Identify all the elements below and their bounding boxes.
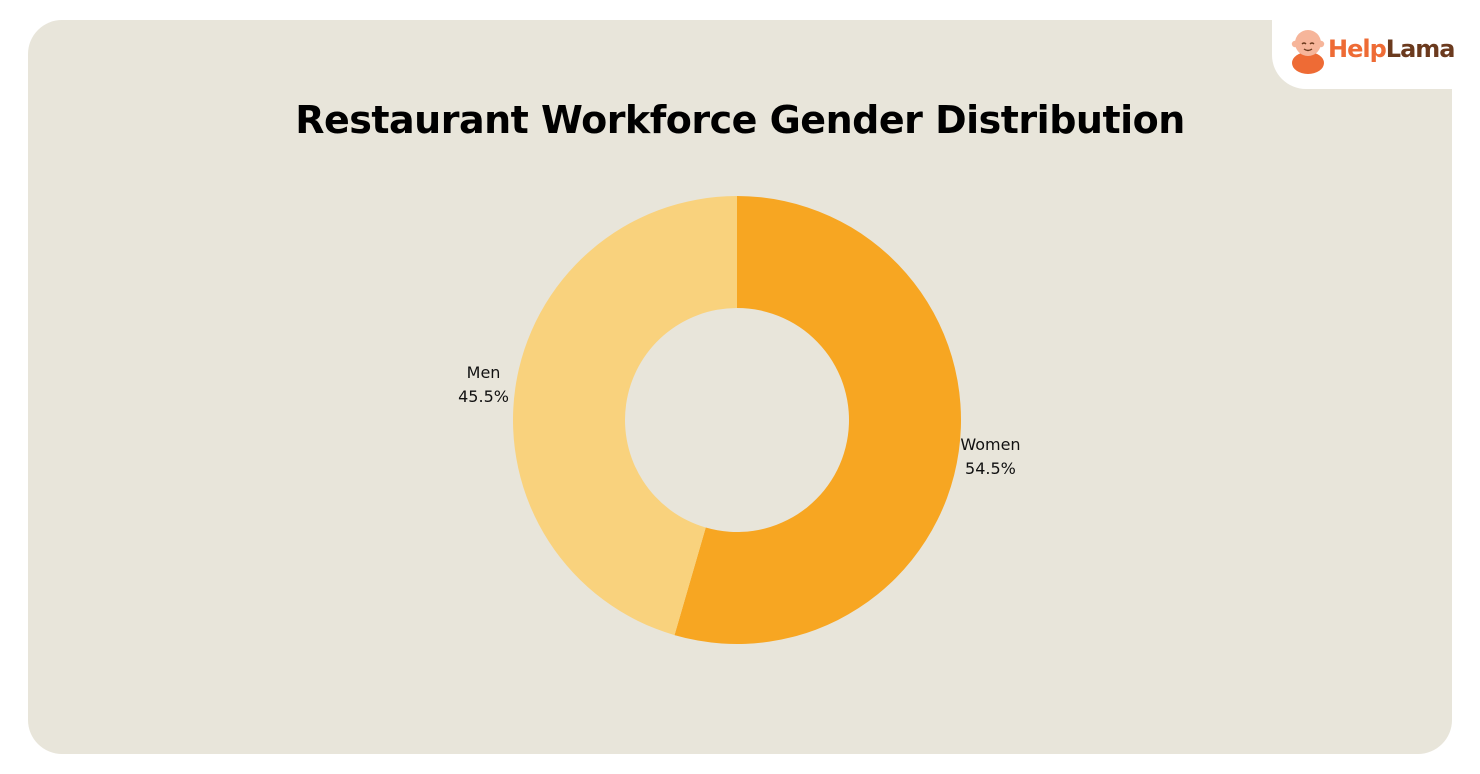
slice-label-women: Women 54.5%: [960, 435, 1020, 478]
monk-mascot-icon: [1291, 30, 1325, 74]
chart-title: Restaurant Workforce Gender Distribution: [295, 98, 1185, 142]
slice-label-men: Men 45.5%: [458, 363, 509, 406]
slice-men: [513, 196, 737, 636]
slice-name-women: Women: [960, 435, 1020, 454]
brand-name: HelpLama: [1328, 35, 1456, 63]
brand-logo[interactable]: HelpLama: [1290, 22, 1456, 76]
brand-name-part1: Help: [1328, 35, 1387, 63]
brand-name-part2: Lama: [1385, 35, 1456, 63]
slice-women: [674, 196, 961, 644]
slice-value-women: 54.5%: [965, 459, 1016, 478]
slice-name-men: Men: [467, 363, 501, 382]
slice-value-men: 45.5%: [458, 387, 509, 406]
